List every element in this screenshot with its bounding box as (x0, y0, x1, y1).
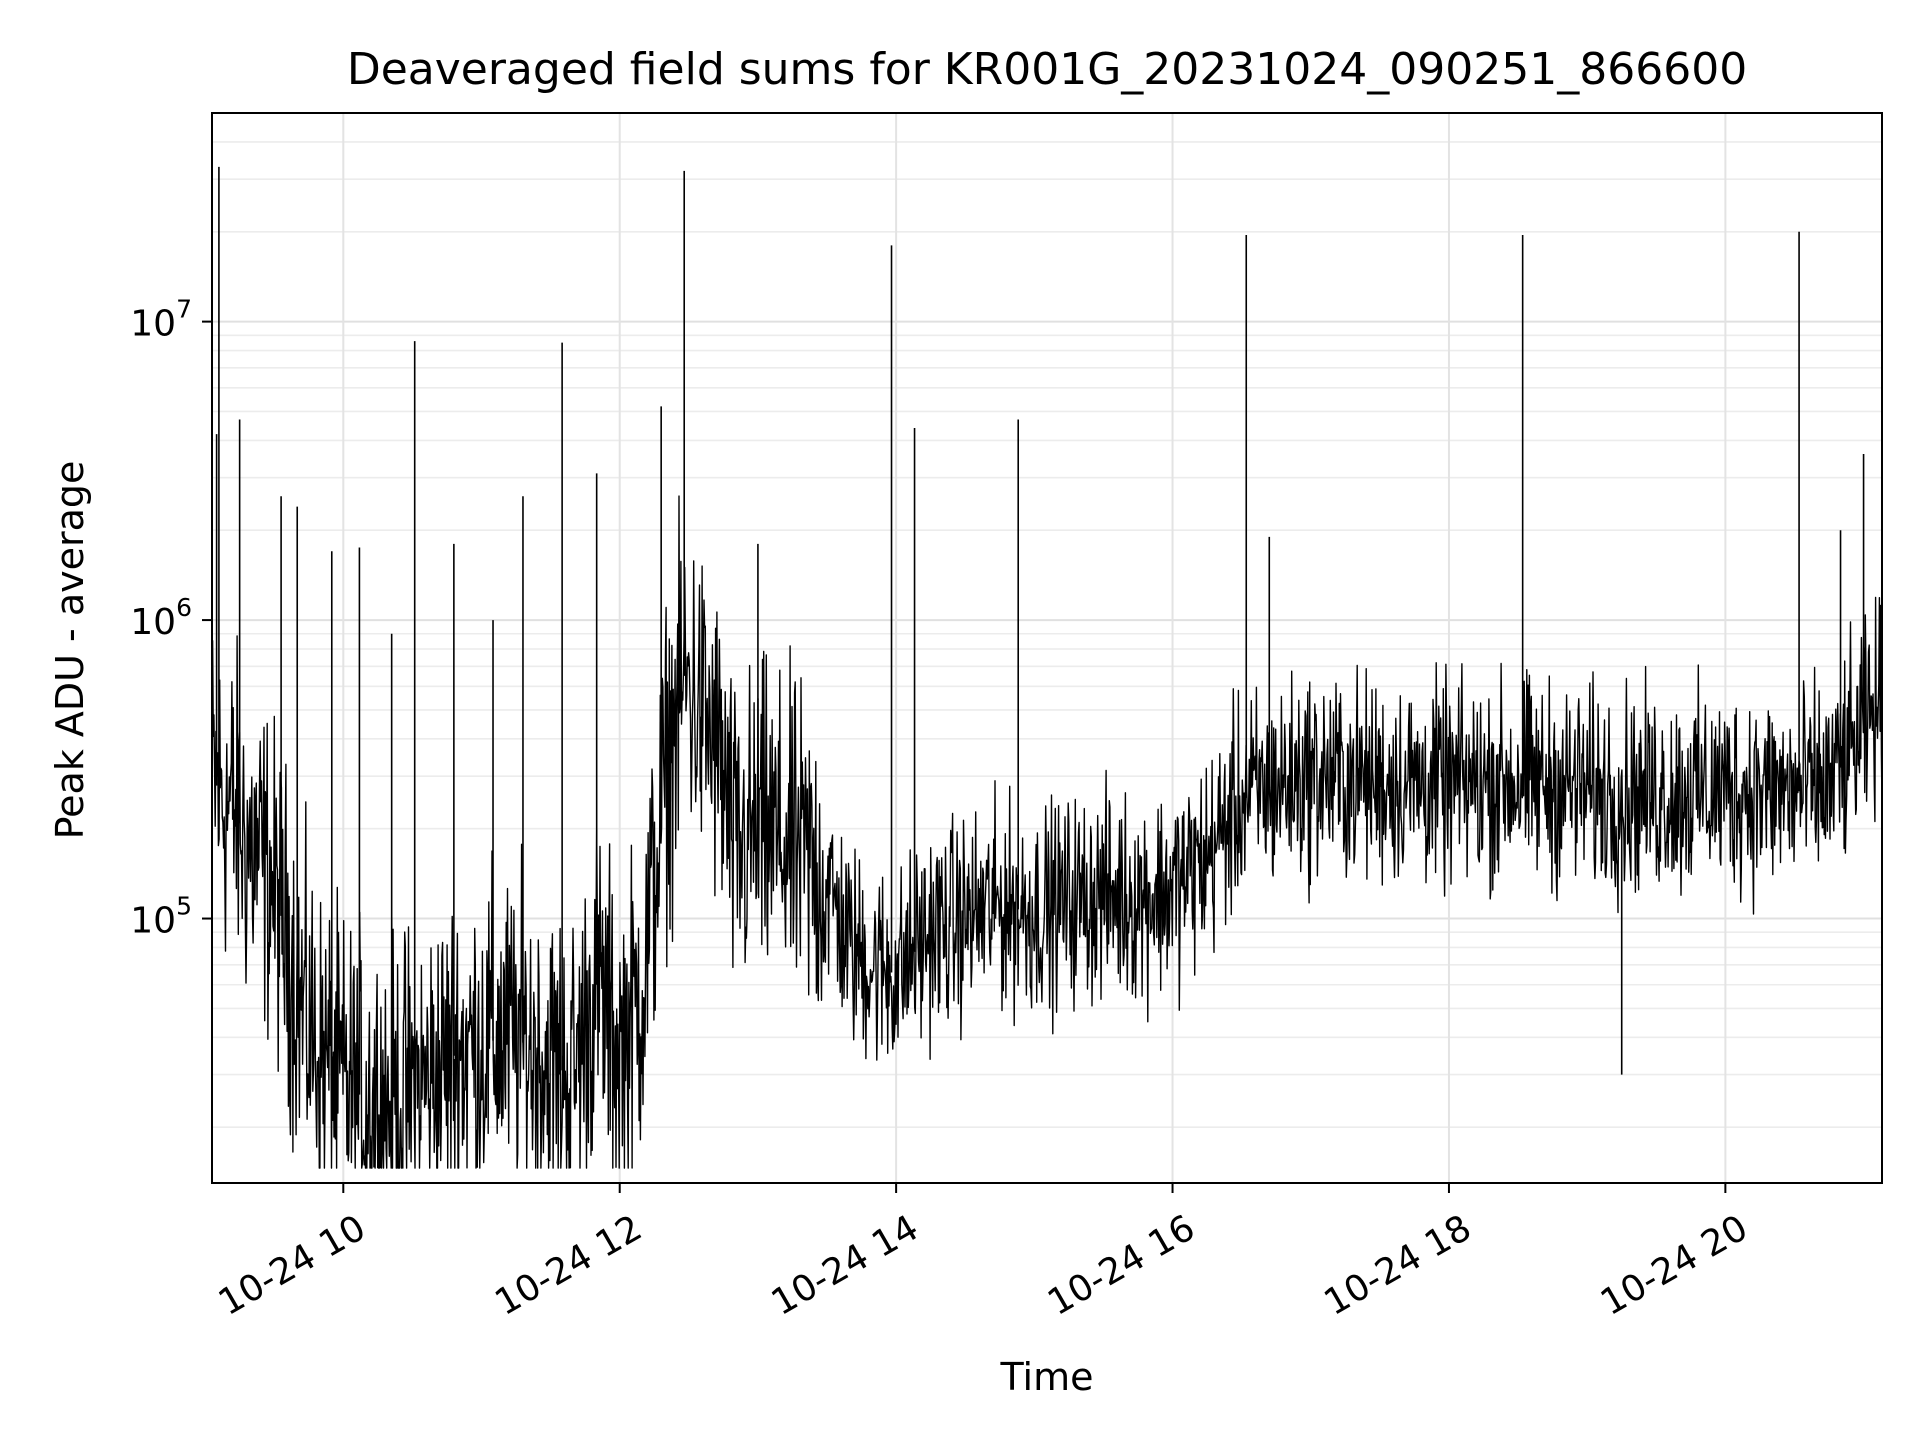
y-tick-label: 106 (130, 593, 192, 643)
y-tick-base: 10 (130, 304, 176, 345)
x-tick-label: 10-24 18 (1318, 1207, 1479, 1323)
series-layer (211, 166, 1883, 1169)
x-tick-label: 10-24 12 (488, 1207, 649, 1323)
y-tick-exponent: 6 (176, 593, 192, 622)
y-tick-base: 10 (130, 602, 176, 643)
y-tick-label: 107 (130, 295, 192, 345)
x-ticks: 10-24 10 10-24 12 10-24 14 10-24 16 10-24 18… (212, 1183, 1755, 1324)
x-tick-label: 10-24 20 (1594, 1207, 1755, 1323)
x-tick-label: 10-24 16 (1041, 1207, 1202, 1323)
plot-frame (211, 112, 1883, 1184)
chart-title: Deaveraged field sums for KR001G_2023102… (346, 44, 1748, 95)
y-axis-label: Peak ADU - average (48, 460, 92, 840)
y-tick-exponent: 5 (176, 892, 192, 921)
x-axis-label: Time (1000, 1355, 1094, 1399)
x-tick-label: 10-24 14 (765, 1207, 926, 1323)
x-tick-label: 10-24 10 (212, 1207, 373, 1323)
series-line (211, 495, 1883, 1169)
y-tick-base: 10 (130, 901, 176, 942)
y-tick-label: 105 (130, 892, 192, 942)
y-tick-exponent: 7 (176, 295, 192, 324)
